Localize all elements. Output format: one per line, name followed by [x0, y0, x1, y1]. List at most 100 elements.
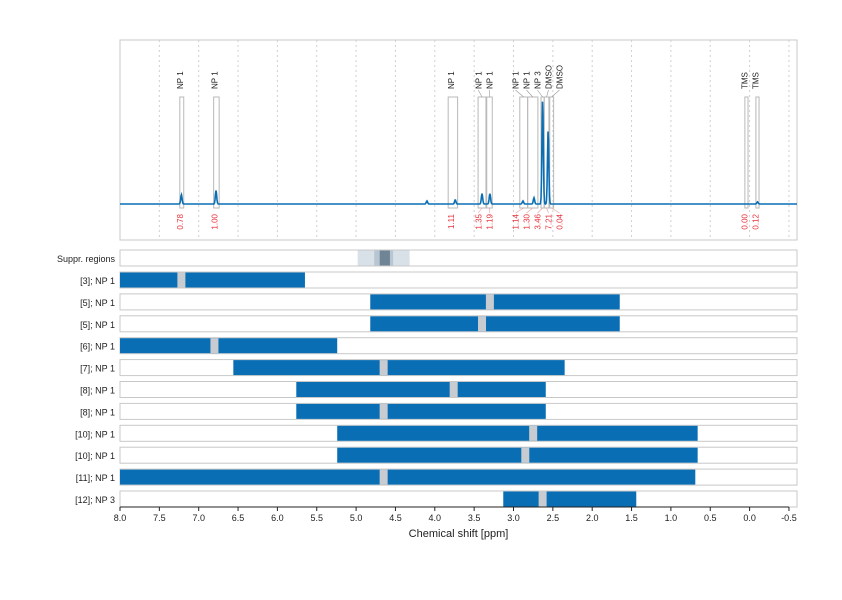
integral-value: 1.11	[447, 213, 456, 229]
range-bar	[370, 294, 619, 309]
range-bar	[233, 360, 564, 375]
integral-leader	[547, 208, 549, 213]
suppressed-region-inner	[380, 251, 390, 266]
spectrum-line	[120, 102, 797, 204]
row-label: [8]; NP 1	[80, 386, 115, 396]
range-bar	[503, 492, 636, 507]
region-label: NP 1	[522, 71, 531, 89]
bar-row-frame	[120, 491, 797, 507]
integral-value: 3.46	[533, 213, 542, 229]
range-bar-gap	[210, 338, 218, 353]
x-tick-label: 2.0	[586, 513, 599, 523]
x-tick-label: 3.5	[468, 513, 481, 523]
x-tick-label: 3.0	[507, 513, 520, 523]
suppr-row-frame	[120, 250, 797, 266]
region-label: NP 1	[210, 71, 219, 89]
integral-value: 0.12	[751, 213, 760, 229]
region-label: NP 1	[474, 71, 483, 89]
row-label: [10]; NP 1	[75, 429, 115, 439]
region-box	[756, 97, 759, 208]
row-label: [12]; NP 3	[75, 495, 115, 505]
row-label: [8]; NP 1	[80, 407, 115, 417]
integral-value: 7.21	[544, 213, 553, 229]
region-label: NP 3	[533, 71, 542, 89]
region-box	[520, 97, 528, 208]
range-bar-gap	[177, 273, 185, 288]
region-label: DMSO	[555, 65, 564, 89]
integral-leader	[537, 208, 542, 213]
spectrum-panel-frame	[120, 40, 797, 240]
range-bar	[337, 426, 697, 441]
x-tick-label: 5.5	[310, 513, 323, 523]
region-label: NP 1	[176, 71, 185, 89]
integral-value: 1.35	[474, 213, 483, 229]
row-label: [11]; NP 1	[76, 473, 115, 483]
region-box	[745, 97, 748, 208]
region-label-leader	[478, 90, 482, 97]
range-bar-gap	[380, 470, 388, 485]
region-label: NP 1	[447, 71, 456, 89]
region-box	[487, 97, 493, 208]
region-label-leader	[526, 90, 532, 97]
row-label: [7]; NP 1	[80, 364, 115, 374]
row-label: [5]; NP 1	[80, 320, 115, 330]
range-bar-gap	[529, 426, 537, 441]
x-tick-label: -0.5	[781, 513, 797, 523]
range-bar-gap	[486, 294, 494, 309]
region-box	[448, 97, 457, 208]
x-tick-label: 0.5	[704, 513, 717, 523]
range-bar-gap	[380, 360, 388, 375]
integral-value: 1.14	[511, 213, 520, 229]
region-box	[180, 97, 184, 208]
range-bar-gap	[521, 448, 529, 463]
range-bar	[120, 338, 337, 353]
row-label: [3]; NP 1	[80, 276, 115, 286]
row-label: Suppr. regions	[57, 254, 116, 264]
region-label: TMS	[751, 72, 760, 89]
integral-value: 1.30	[522, 213, 531, 229]
range-bar	[296, 382, 545, 397]
integral-leader	[526, 208, 532, 213]
region-label-leader	[515, 90, 523, 97]
range-bar	[120, 273, 305, 288]
row-label: [5]; NP 1	[80, 298, 115, 308]
integral-value: 1.19	[485, 213, 494, 229]
range-bar	[296, 404, 545, 419]
region-label-leader	[537, 90, 542, 97]
x-tick-label: 1.0	[665, 513, 678, 523]
range-bar-gap	[450, 382, 458, 397]
x-tick-label: 8.0	[114, 513, 127, 523]
region-label: NP 1	[485, 71, 494, 89]
range-bar	[120, 470, 695, 485]
integral-leader	[515, 208, 523, 213]
x-tick-label: 1.5	[625, 513, 638, 523]
integral-leader	[478, 208, 482, 213]
range-bar-gap	[539, 492, 547, 507]
x-tick-label: 4.5	[389, 513, 402, 523]
integral-value: 1.00	[210, 213, 219, 229]
range-bar	[337, 448, 697, 463]
x-tick-label: 6.5	[232, 513, 245, 523]
x-tick-label: 7.5	[153, 513, 166, 523]
region-label: DMSO	[544, 65, 553, 89]
range-bar-gap	[478, 316, 486, 331]
row-label: [6]; NP 1	[80, 342, 115, 352]
range-bar-gap	[380, 404, 388, 419]
x-tick-label: 4.0	[429, 513, 442, 523]
region-label: TMS	[740, 72, 749, 89]
integral-value: 0.00	[740, 213, 749, 229]
integral-value: 0.04	[555, 213, 564, 229]
x-tick-label: 5.0	[350, 513, 363, 523]
integral-value: 0.78	[176, 213, 185, 229]
region-label: NP 1	[511, 71, 520, 89]
x-axis-label: Chemical shift [ppm]	[409, 528, 509, 540]
row-label: [10]; NP 1	[75, 451, 115, 461]
region-box	[478, 97, 486, 208]
range-bar	[370, 316, 619, 331]
x-tick-label: 0.0	[743, 513, 756, 523]
region-box	[528, 97, 538, 208]
x-tick-label: 7.0	[192, 513, 205, 523]
x-tick-label: 2.5	[547, 513, 560, 523]
